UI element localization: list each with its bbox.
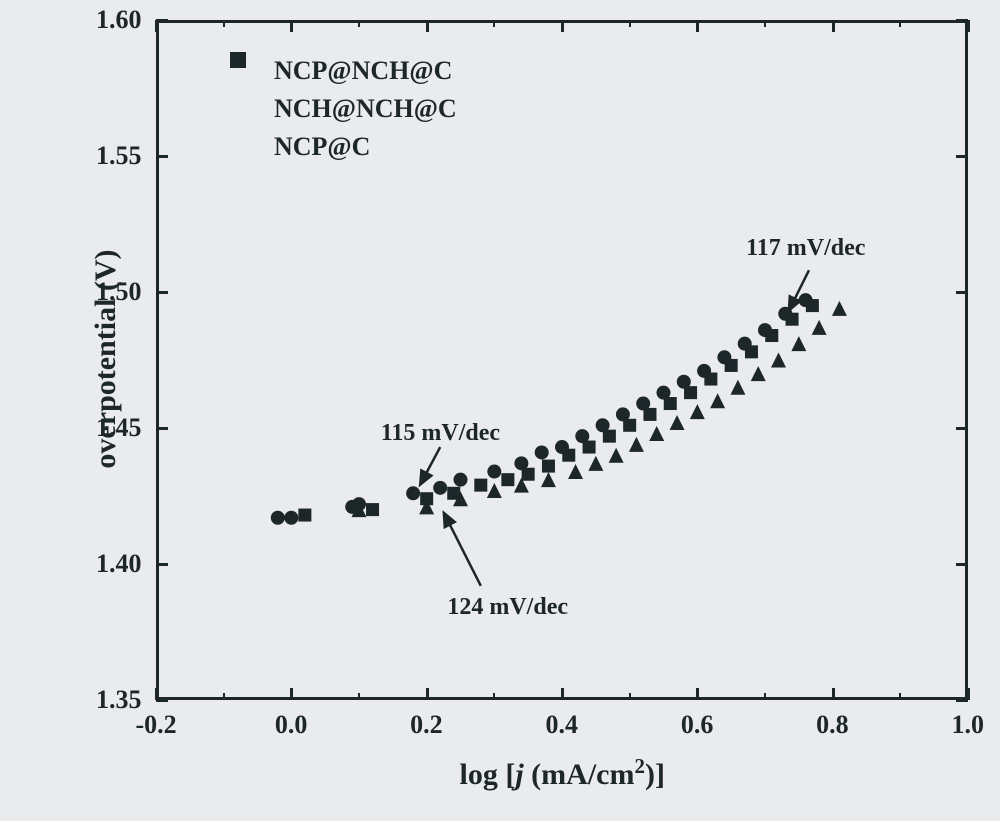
axis-tick	[899, 20, 901, 27]
axis-tick	[629, 693, 631, 700]
legend-item: NCP@C	[230, 128, 457, 166]
x-axis-label: log [j (mA/cm2)]	[460, 754, 665, 792]
axis-tick	[156, 563, 168, 566]
chart-annotation: 124 mV/dec	[447, 594, 568, 621]
axis-tick	[956, 563, 968, 566]
legend-label: NCP@C	[274, 132, 370, 162]
tick-label: 0.2	[410, 710, 443, 740]
axis-tick	[358, 20, 360, 27]
axis-tick	[156, 155, 168, 158]
tick-label: 0.4	[546, 710, 579, 740]
y-axis-label: overpotential (V)	[89, 229, 123, 489]
axis-tick	[493, 20, 495, 27]
tick-label: 1.45	[96, 413, 142, 443]
axis-tick	[223, 693, 225, 700]
tick-label: 1.60	[96, 5, 142, 35]
tick-label: 1.50	[96, 277, 142, 307]
axis-tick	[156, 699, 168, 702]
chart-legend: NCP@NCH@C NCH@NCH@C NCP@C	[230, 52, 457, 166]
legend-label: NCH@NCH@C	[274, 94, 457, 124]
tick-label: 1.40	[96, 549, 142, 579]
legend-item: NCP@NCH@C	[230, 52, 457, 90]
axis-tick	[426, 688, 429, 700]
axis-tick	[956, 19, 968, 22]
axis-tick	[290, 688, 293, 700]
axis-tick	[156, 19, 168, 22]
axis-tick	[956, 291, 968, 294]
axis-tick	[832, 20, 835, 32]
tick-label: 1.0	[952, 710, 985, 740]
axis-tick	[956, 427, 968, 430]
axis-tick	[561, 20, 564, 32]
axis-tick	[899, 693, 901, 700]
axis-tick	[629, 20, 631, 27]
tick-label: 0.8	[816, 710, 849, 740]
axis-tick	[156, 291, 168, 294]
axis-tick	[156, 427, 168, 430]
legend-item: NCH@NCH@C	[230, 90, 457, 128]
legend-label: NCP@NCH@C	[274, 56, 452, 86]
chart-annotation: 115 mV/dec	[381, 420, 500, 447]
tick-label: 1.35	[96, 685, 142, 715]
axis-tick	[764, 20, 766, 27]
chart-annotation: 117 mV/dec	[746, 235, 865, 262]
tick-label: 0.0	[275, 710, 308, 740]
axis-tick	[561, 688, 564, 700]
axis-tick	[426, 20, 429, 32]
axis-tick	[764, 693, 766, 700]
axis-tick	[832, 688, 835, 700]
axis-tick	[358, 693, 360, 700]
axis-tick	[956, 699, 968, 702]
axis-tick	[290, 20, 293, 32]
tick-label: -0.2	[136, 710, 177, 740]
tick-label: 1.55	[96, 141, 142, 171]
tick-label: 0.6	[681, 710, 714, 740]
axis-tick	[223, 20, 225, 27]
axis-tick	[956, 155, 968, 158]
axis-tick	[696, 688, 699, 700]
axis-tick	[493, 693, 495, 700]
axis-tick	[696, 20, 699, 32]
